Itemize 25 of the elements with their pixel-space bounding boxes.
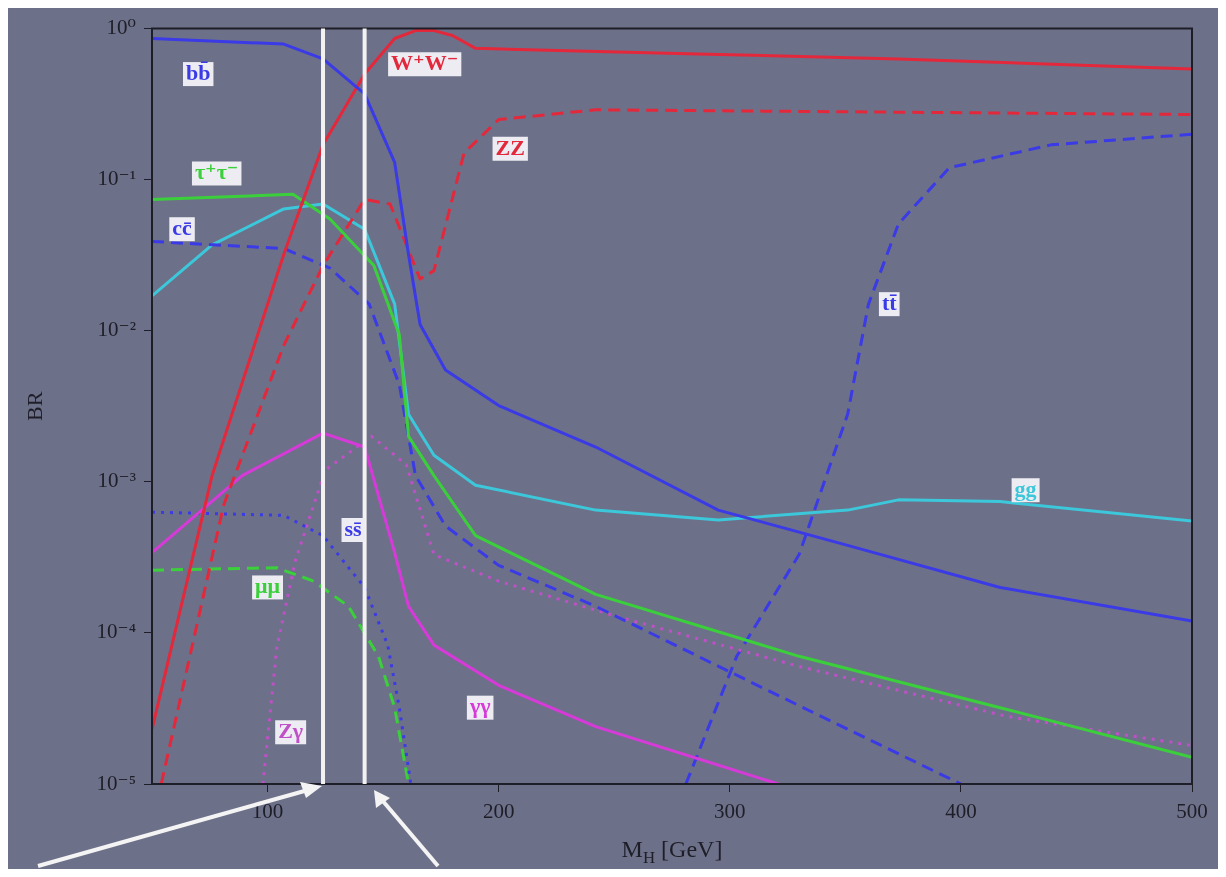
series-label: Zγ — [278, 717, 304, 743]
y-tick-label: 10⁻¹ — [97, 166, 136, 191]
x-tick-label: 200 — [482, 799, 515, 824]
series-label: ss̄ — [344, 515, 363, 541]
y-axis-title: BR — [21, 391, 47, 421]
series-label: τ⁺τ⁻ — [194, 159, 239, 185]
y-tick-label: 10⁻⁴ — [96, 619, 136, 644]
series-label: μμ — [255, 573, 281, 599]
y-tick-label: 10⁻³ — [97, 468, 136, 493]
line-series — [159, 108, 1192, 784]
y-tick-label: 10⁰ — [106, 15, 136, 40]
series-label: cc̄ — [172, 214, 193, 240]
x-tick-label: 100 — [251, 799, 284, 824]
x-tick-label: 400 — [945, 799, 977, 824]
y-tick-label: 10⁻² — [97, 317, 136, 342]
x-tick-label: 500 — [1176, 799, 1208, 824]
y-tick-label: 10⁻⁵ — [96, 770, 136, 795]
series-label: bb̄ — [185, 59, 211, 85]
series-label: W⁺W⁻ — [391, 50, 459, 76]
line-series — [152, 510, 413, 784]
series-label: gg — [1014, 475, 1037, 501]
x-tick-label: 300 — [714, 799, 746, 824]
series-label: γγ — [468, 693, 491, 719]
series-label: tt̄ — [881, 289, 898, 315]
series-label: ZZ — [495, 134, 525, 160]
